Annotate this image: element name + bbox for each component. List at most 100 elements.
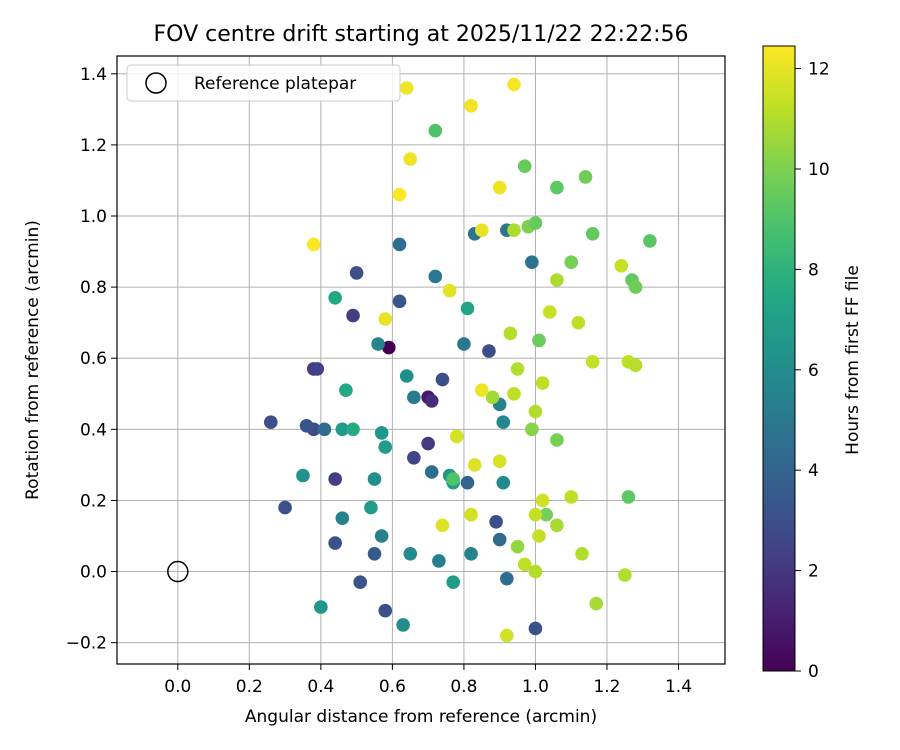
data-point: [585, 226, 600, 241]
data-point: [482, 344, 496, 358]
legend-hollow-circle-icon: [145, 72, 167, 94]
data-point: [500, 571, 514, 586]
data-point: [575, 546, 589, 561]
data-point: [507, 386, 521, 401]
y-tick-label: 0.6: [80, 349, 107, 369]
data-point: [528, 507, 543, 522]
data-point: [421, 436, 435, 451]
data-point: [335, 422, 350, 437]
y-tick-label: 1.0: [80, 207, 107, 227]
data-point: [475, 383, 489, 398]
x-tick-label: 1.2: [593, 677, 620, 697]
data-point: [528, 564, 543, 579]
data-point: [407, 390, 421, 405]
data-point: [464, 546, 478, 561]
data-point: [407, 450, 421, 465]
data-point: [503, 326, 518, 341]
y-tick-label: 0.8: [80, 278, 107, 298]
data-point: [550, 518, 564, 533]
legend-label: Reference platepar: [194, 74, 356, 94]
data-point: [643, 234, 657, 248]
data-point: [525, 422, 539, 437]
data-point: [403, 152, 418, 166]
data-point: [507, 223, 521, 238]
data-point: [578, 170, 593, 184]
data-point: [435, 372, 450, 387]
colorbar-gradient: [762, 45, 796, 672]
x-tick-label: 1.4: [665, 677, 692, 697]
data-point: [335, 511, 350, 526]
data-point: [424, 465, 439, 479]
x-tick-label: 0.8: [450, 677, 477, 697]
data-point: [535, 493, 550, 508]
data-point: [489, 514, 503, 529]
x-tick-label: 0.6: [379, 677, 406, 697]
data-point: [517, 159, 532, 174]
colorbar-tick-label: 8: [808, 260, 819, 280]
data-point: [299, 418, 314, 433]
data-point: [510, 539, 525, 554]
data-point: [296, 468, 310, 483]
x-tick-label: 0.4: [307, 677, 334, 697]
data-point: [374, 529, 389, 543]
data-point: [317, 422, 332, 437]
data-point: [467, 458, 482, 472]
data-point: [535, 376, 550, 390]
data-point: [446, 472, 460, 486]
data-point: [542, 305, 557, 319]
data-point: [367, 472, 382, 486]
data-point: [550, 180, 564, 195]
data-point: [525, 255, 539, 270]
data-point: [464, 98, 478, 113]
data-point: [496, 475, 511, 490]
y-tick-label: 0.4: [80, 420, 107, 440]
data-point: [618, 568, 632, 582]
y-axis-ticks: −0.2 0.0 0.2 0.4 0.6 0.8 1.0 1.2 1.4: [66, 65, 117, 654]
data-point: [621, 490, 636, 504]
data-point: [449, 429, 464, 444]
colorbar-tick-label: 10: [808, 160, 830, 180]
data-point: [464, 507, 478, 522]
data-point: [550, 433, 564, 447]
data-point: [528, 621, 543, 636]
data-point: [550, 273, 564, 287]
data-point: [528, 216, 543, 230]
data-point: [367, 546, 382, 561]
data-point: [364, 500, 378, 515]
data-point: [392, 237, 407, 252]
data-point: [403, 546, 418, 561]
y-axis-label: Rotation from reference (arcmin): [23, 220, 43, 500]
data-point: [328, 290, 342, 305]
scatter-points: [263, 77, 657, 643]
data-point: [310, 362, 325, 376]
data-point: [374, 426, 389, 440]
data-point: [446, 575, 460, 590]
x-tick-label: 0.2: [236, 677, 263, 697]
data-point: [278, 500, 292, 515]
data-point: [442, 283, 457, 298]
data-point: [564, 490, 579, 504]
data-point: [349, 266, 364, 280]
data-point: [539, 507, 553, 522]
legend-box: [126, 64, 401, 102]
plot-frame: [116, 55, 726, 665]
data-point: [328, 536, 342, 550]
data-point: [492, 454, 507, 469]
data-point: [510, 362, 525, 376]
colorbar-tick-label: 6: [808, 361, 819, 381]
y-tick-label: 0.0: [80, 563, 107, 583]
x-tick-label: 1.0: [522, 677, 549, 697]
data-point: [328, 472, 342, 486]
data-point: [628, 280, 643, 294]
x-axis-label: Angular distance from reference (arcmin): [245, 707, 597, 727]
data-point: [564, 255, 579, 270]
colorbar-ticks: 0 2 4 6 8 10 12: [795, 60, 830, 682]
colorbar-tick-label: 4: [808, 461, 819, 481]
data-point: [457, 337, 471, 351]
data-point: [339, 383, 353, 398]
data-point: [460, 475, 475, 490]
data-point: [532, 333, 546, 348]
data-point: [371, 337, 385, 351]
